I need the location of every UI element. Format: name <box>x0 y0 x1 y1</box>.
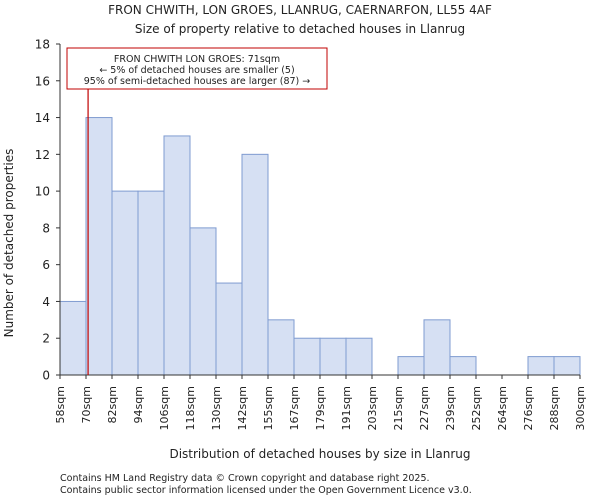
x-tick-label-276sqm: 276sqm <box>522 386 535 430</box>
y-tick-label-16: 16 <box>35 74 50 88</box>
bar-191sqm <box>345 337 373 376</box>
x-tick-label-288sqm: 288sqm <box>548 386 561 430</box>
y-tick-label-18: 18 <box>35 38 50 52</box>
x-tick-label-203sqm: 203sqm <box>366 386 379 430</box>
x-tick-label-155sqm: 155sqm <box>262 386 275 430</box>
x-tick-label-118sqm: 118sqm <box>184 386 197 430</box>
annotation-box: FRON CHWITH LON GROES: 71sqm ← 5% of det… <box>66 47 328 90</box>
x-tick-label-300sqm: 300sqm <box>574 386 587 430</box>
y-axis-label: Number of detached properties <box>2 149 16 338</box>
x-tick-label-252sqm: 252sqm <box>470 386 483 430</box>
x-tick-label-167sqm: 167sqm <box>288 386 301 430</box>
x-tick-label-58sqm: 58sqm <box>54 386 67 423</box>
y-tick-label-12: 12 <box>35 148 50 162</box>
bar-82sqm <box>111 190 139 376</box>
bar-118sqm <box>189 227 217 376</box>
x-tick-label-106sqm: 106sqm <box>158 386 171 430</box>
x-tick-label-191sqm: 191sqm <box>340 386 353 430</box>
x-tick-label-82sqm: 82sqm <box>106 386 119 423</box>
bar-155sqm <box>267 319 295 376</box>
bar-167sqm <box>293 337 321 376</box>
x-axis-label: Distribution of detached houses by size … <box>169 447 470 461</box>
bar-58sqm <box>59 300 87 376</box>
x-tick-label-179sqm: 179sqm <box>314 386 327 430</box>
x-tick-label-70sqm: 70sqm <box>80 386 93 423</box>
annotation-line-2: ← 5% of detached houses are smaller (5) <box>99 65 294 76</box>
footer-line-1: Contains HM Land Registry data © Crown c… <box>60 473 430 484</box>
y-tick-label-2: 2 <box>42 332 50 346</box>
bar-288sqm <box>553 356 581 376</box>
bar-239sqm <box>449 356 477 376</box>
chart-subtitle: Size of property relative to detached ho… <box>135 22 465 36</box>
x-tick-label-94sqm: 94sqm <box>132 386 145 423</box>
plot-area: 0 2 4 6 8 10 12 14 16 18 58sqm 70sqm 82sqm 94sqm 106sq… <box>35 38 587 431</box>
x-tick-label-142sqm: 142sqm <box>236 386 249 430</box>
annotation-line-3: 95% of semi-detached houses are larger (… <box>84 76 311 87</box>
bar-179sqm <box>319 337 347 376</box>
y-tick-label-8: 8 <box>42 221 50 235</box>
bar-106sqm <box>163 135 191 376</box>
y-tick-label-6: 6 <box>42 258 50 272</box>
y-tick-label-4: 4 <box>42 295 50 309</box>
bar-142sqm <box>241 153 269 376</box>
annotation-border <box>66 47 328 90</box>
footer-line-2: Contains public sector information licen… <box>60 485 472 496</box>
y-tick-label-0: 0 <box>42 369 50 383</box>
annotation-line-1: FRON CHWITH LON GROES: 71sqm <box>114 54 280 65</box>
bar-227sqm <box>423 319 451 376</box>
bar-94sqm <box>137 190 165 376</box>
x-tick-label-215sqm: 215sqm <box>392 386 405 430</box>
x-tick-label-239sqm: 239sqm <box>444 386 457 430</box>
bar-130sqm <box>215 282 243 376</box>
bar-276sqm <box>527 356 555 376</box>
bar-215sqm <box>397 356 425 376</box>
x-tick-label-227sqm: 227sqm <box>418 386 431 430</box>
chart-title: FRON CHWITH, LON GROES, LLANRUG, CAERNAR… <box>108 3 492 17</box>
y-tick-label-14: 14 <box>35 111 50 125</box>
x-tick-label-130sqm: 130sqm <box>210 386 223 430</box>
bar-70sqm <box>85 117 113 376</box>
y-tick-label-10: 10 <box>35 185 50 199</box>
x-tick-label-264sqm: 264sqm <box>496 386 509 430</box>
